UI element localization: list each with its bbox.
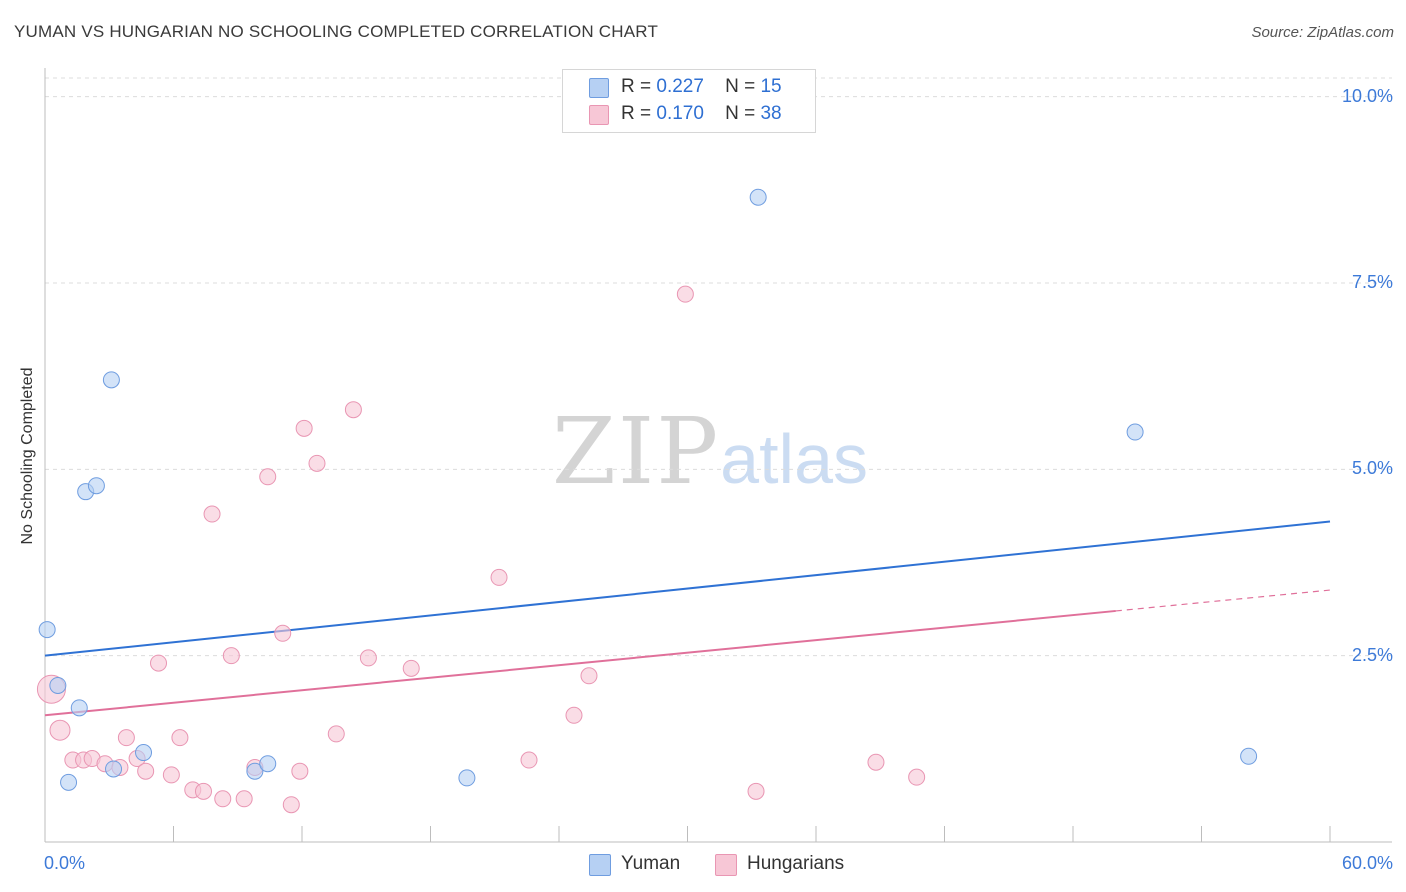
yuman-point [135,744,153,762]
n-value: 15 [760,76,782,97]
hungarians-point [295,419,313,437]
hungarians-point [402,659,420,677]
hungarians-point [308,454,326,472]
yuman-swatch [589,78,609,98]
hungarians-point [49,719,71,741]
watermark-atlas: atlas [720,420,869,498]
yuman-point [38,621,56,639]
hungarians-point [162,766,180,784]
source-credit: Source: ZipAtlas.com [1251,24,1394,41]
y-tick-label-10-0: 10.0% [1341,85,1393,106]
hungarians-point [235,790,253,808]
hungarians-point [222,647,240,665]
r-value: 0.227 [656,76,704,97]
yuman-point [749,188,767,206]
hungarians-point [282,796,300,814]
n-value: 38 [760,103,782,124]
yuman-point [49,676,67,694]
hungarians-trendline [44,609,1116,717]
y-tick-label-5-0: 5.0% [1351,458,1393,479]
legend-label: Yuman [621,853,681,874]
yuman-point [87,477,105,495]
hungarians-legend-swatch [715,854,737,876]
yuman-point [259,755,277,773]
hungarians-point [327,725,345,743]
hungarians-point [274,624,292,642]
hungarians-point [291,762,309,780]
y-tick-label-2-5: 2.5% [1351,644,1393,665]
chart-title: YUMAN VS HUNGARIAN NO SCHOOLING COMPLETE… [14,22,659,41]
hungarians-point [194,782,212,800]
hungarians-point [565,706,583,724]
yuman-trendline [44,520,1331,657]
yuman-point [105,760,123,778]
correlation-stats-box: R = 0.227 N = 15 R = 0.170 N = 38 [562,69,816,133]
hungarians-point [580,667,598,685]
hungarians-point [359,649,377,667]
hungarians-point [908,768,926,786]
hungarians-point [259,468,277,486]
hungarians-point [171,729,189,747]
n-label: N = [725,76,756,97]
r-value: 0.170 [656,103,704,124]
hungarians-point [137,762,155,780]
yuman-point [458,769,476,787]
hungarians-point [214,790,232,808]
hungarians-point [203,505,221,523]
n-label: N = [725,103,756,124]
hungarians-point [676,285,694,303]
hungarians-point [117,729,135,747]
yuman-point [1240,747,1258,765]
watermark: ZIPatlas [552,398,868,505]
watermark-zip: ZIP [552,398,721,505]
hungarians-point [867,753,885,771]
hungarians-point [490,568,508,586]
hungarians-trendline-extension [1115,589,1331,612]
r-label: R = [621,76,652,97]
x-tick-label-min: 0.0% [44,853,86,873]
yuman-point [60,773,78,791]
y-tick-label-7-5: 7.5% [1351,271,1393,292]
hungarians-point [747,782,765,800]
yuman-point [246,762,264,780]
legend-label: Hungarians [747,853,845,874]
hungarians-point [150,654,168,672]
x-tick-label-max: 60.0% [1341,853,1393,873]
r-label: R = [621,103,652,124]
hungarians-point [520,751,538,769]
yuman-point [70,699,88,717]
hungarians-swatch [589,105,609,125]
yuman-point [1126,423,1144,441]
hungarians-point [344,401,362,419]
yuman-point [102,371,120,389]
yuman-legend-swatch [589,854,611,876]
